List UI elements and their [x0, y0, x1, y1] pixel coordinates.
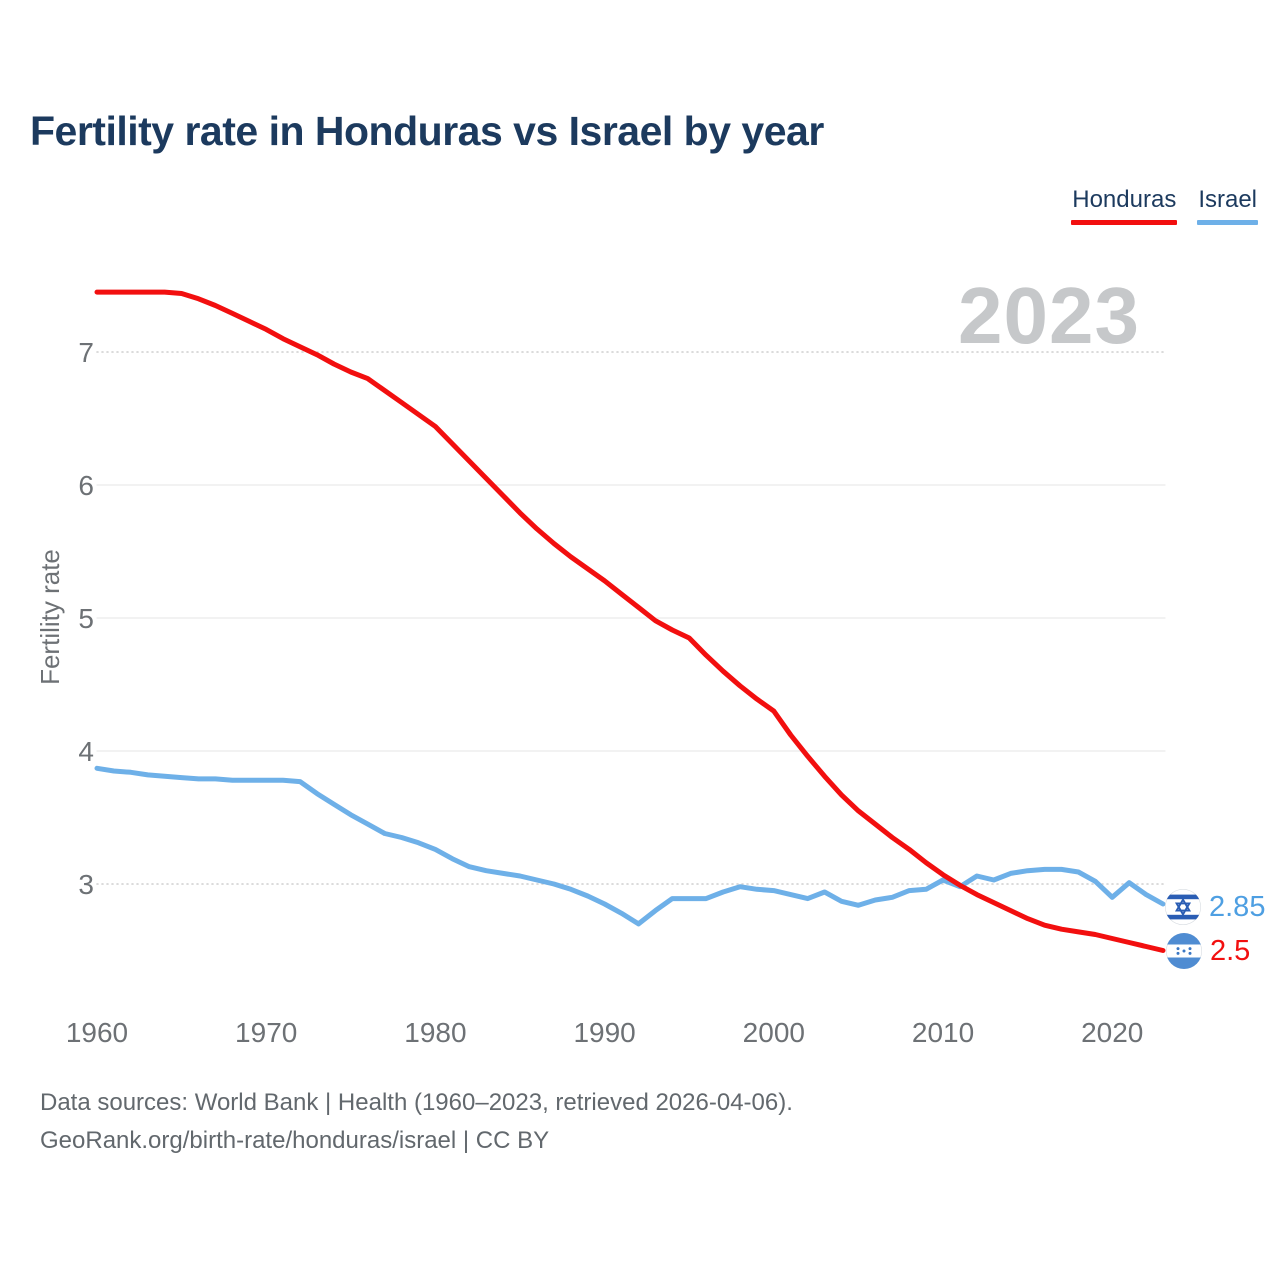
series-line-honduras [94, 289, 1166, 953]
x-tick-label: 1960 [66, 1017, 128, 1048]
x-tick-label: 2010 [912, 1017, 974, 1048]
x-tick-label: 1970 [235, 1017, 297, 1048]
legend-color-bar [1197, 220, 1258, 225]
legend-color-bar [1071, 220, 1178, 225]
footer-sources: Data sources: World Bank | Health (1960–… [40, 1089, 793, 1116]
y-tick-label: 3 [78, 869, 94, 900]
x-tick-label: 2020 [1081, 1017, 1143, 1048]
honduras-flag-icon [1166, 933, 1202, 969]
honduras-end-label: 2.5 [1166, 933, 1250, 969]
honduras-end-value: 2.5 [1210, 934, 1251, 967]
x-tick-label: 1980 [404, 1017, 466, 1048]
y-tick-label: 4 [78, 736, 94, 767]
series-line-israel [94, 765, 1166, 927]
y-axis-title: Fertility rate [35, 549, 65, 685]
israel-flag-icon [1165, 889, 1201, 925]
y-tick-label: 6 [78, 470, 94, 501]
legend-label: Honduras [1072, 186, 1177, 213]
y-tick-label: 7 [78, 337, 94, 368]
israel-end-label: 2.85 [1165, 889, 1265, 925]
legend-item-israel: Israel [1197, 186, 1258, 225]
x-tick-label: 2000 [743, 1017, 805, 1048]
legend: Honduras Israel [1071, 186, 1258, 225]
footer-attribution: GeoRank.org/birth-rate/honduras/israel |… [40, 1127, 550, 1154]
footer: Data sources: World Bank | Health (1960–… [40, 1084, 793, 1160]
page-title: Fertility rate in Honduras vs Israel by … [30, 108, 824, 154]
year-watermark: 2023 [958, 271, 1140, 360]
x-tick-label: 1990 [573, 1017, 635, 1048]
y-tick-label: 5 [78, 603, 94, 634]
legend-label: Israel [1198, 186, 1257, 213]
legend-item-honduras: Honduras [1071, 186, 1178, 225]
israel-end-value: 2.85 [1209, 890, 1266, 923]
